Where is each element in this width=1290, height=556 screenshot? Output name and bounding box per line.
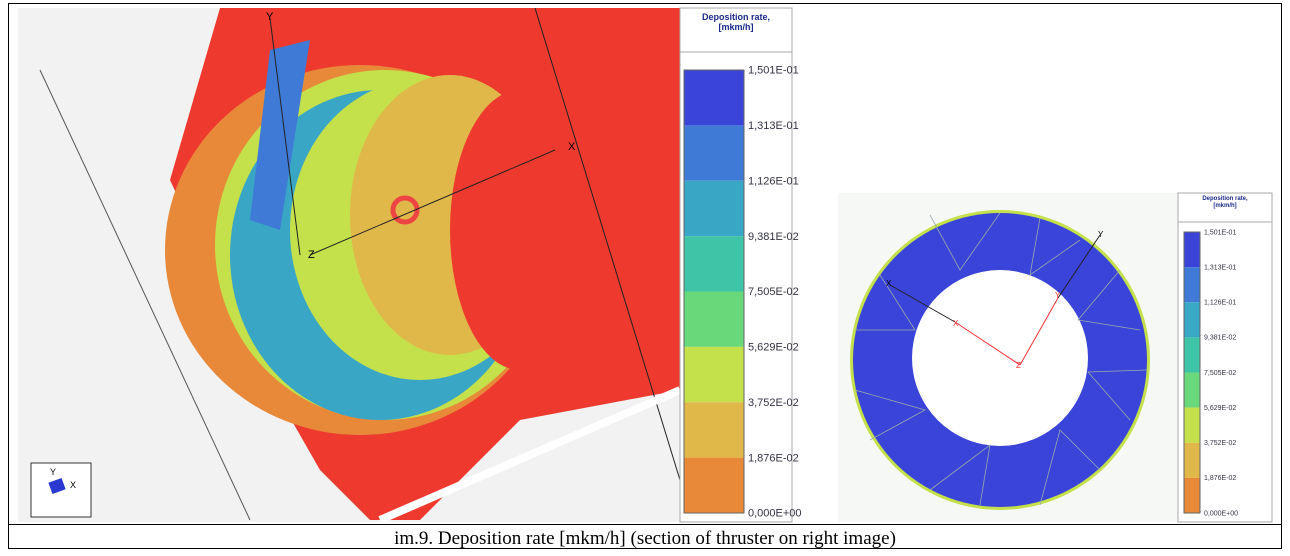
legend-label: 1,876E-02	[748, 452, 799, 464]
legend-swatch	[1184, 267, 1200, 302]
axis-label: X	[953, 319, 959, 328]
legend-swatch	[684, 402, 744, 457]
legend-label: 1,501E-01	[1204, 229, 1236, 236]
legend-label: 0,000E+00	[748, 508, 802, 520]
axis-label: Y	[50, 467, 56, 477]
ring-hole	[912, 270, 1088, 446]
legend-swatch	[684, 125, 744, 180]
legend-swatch	[684, 70, 744, 125]
legend-label: 9,381E-02	[748, 231, 799, 243]
figure: Y X Z Y X X X Z Y Y im.9. Deposition rat…	[0, 0, 1290, 551]
axis-label: Y	[266, 11, 274, 23]
legend-label: 1,313E-01	[748, 120, 799, 132]
legend-label: 5,629E-02	[748, 342, 799, 354]
legend-swatch	[684, 347, 744, 402]
axis-label: X	[886, 279, 892, 288]
legend-label: 5,629E-02	[1204, 405, 1236, 412]
legend-label: 1,501E-01	[748, 65, 799, 77]
axis-label: Y	[1098, 230, 1104, 239]
legend-label: 1,313E-01	[1204, 264, 1236, 271]
left-image: Y X Z Y X	[18, 8, 792, 522]
legend-swatch	[684, 458, 744, 513]
page: Y X Z Y X X X Z Y Y im.9. Deposition rat…	[0, 0, 1290, 556]
caption: im.9. Deposition rate [mkm/h] (section o…	[394, 528, 896, 549]
legend-swatch	[1184, 337, 1200, 372]
legend-swatch	[1184, 443, 1200, 478]
legend-label: 9,381E-02	[1204, 335, 1236, 342]
axis-label: Z	[308, 249, 315, 261]
right-image: X X Z Y Y	[838, 193, 1272, 522]
legend-label: 7,505E-02	[748, 286, 799, 298]
legend-swatch	[684, 181, 744, 236]
axis-label: X	[568, 141, 576, 153]
zone	[450, 90, 590, 370]
legend-label: 1,876E-02	[1204, 475, 1236, 482]
legend-swatch	[1184, 232, 1200, 267]
axis-label: X	[70, 480, 76, 490]
legend-swatch	[684, 236, 744, 291]
axis-label: Y	[1055, 291, 1061, 300]
legend-swatch	[1184, 408, 1200, 443]
axis-label: Z	[1016, 361, 1021, 370]
legend-label: 7,505E-02	[1204, 370, 1236, 377]
legend-label: 1,126E-01	[748, 175, 799, 187]
legend-label: 3,752E-02	[1204, 440, 1236, 447]
legend-swatch	[684, 292, 744, 347]
legend-label: 3,752E-02	[748, 397, 799, 409]
legend-label: 0,000E+00	[1204, 510, 1238, 517]
legend-swatch	[1184, 478, 1200, 513]
legend-swatch	[1184, 373, 1200, 408]
legend-swatch	[1184, 302, 1200, 337]
legend-label: 1,126E-01	[1204, 300, 1236, 307]
